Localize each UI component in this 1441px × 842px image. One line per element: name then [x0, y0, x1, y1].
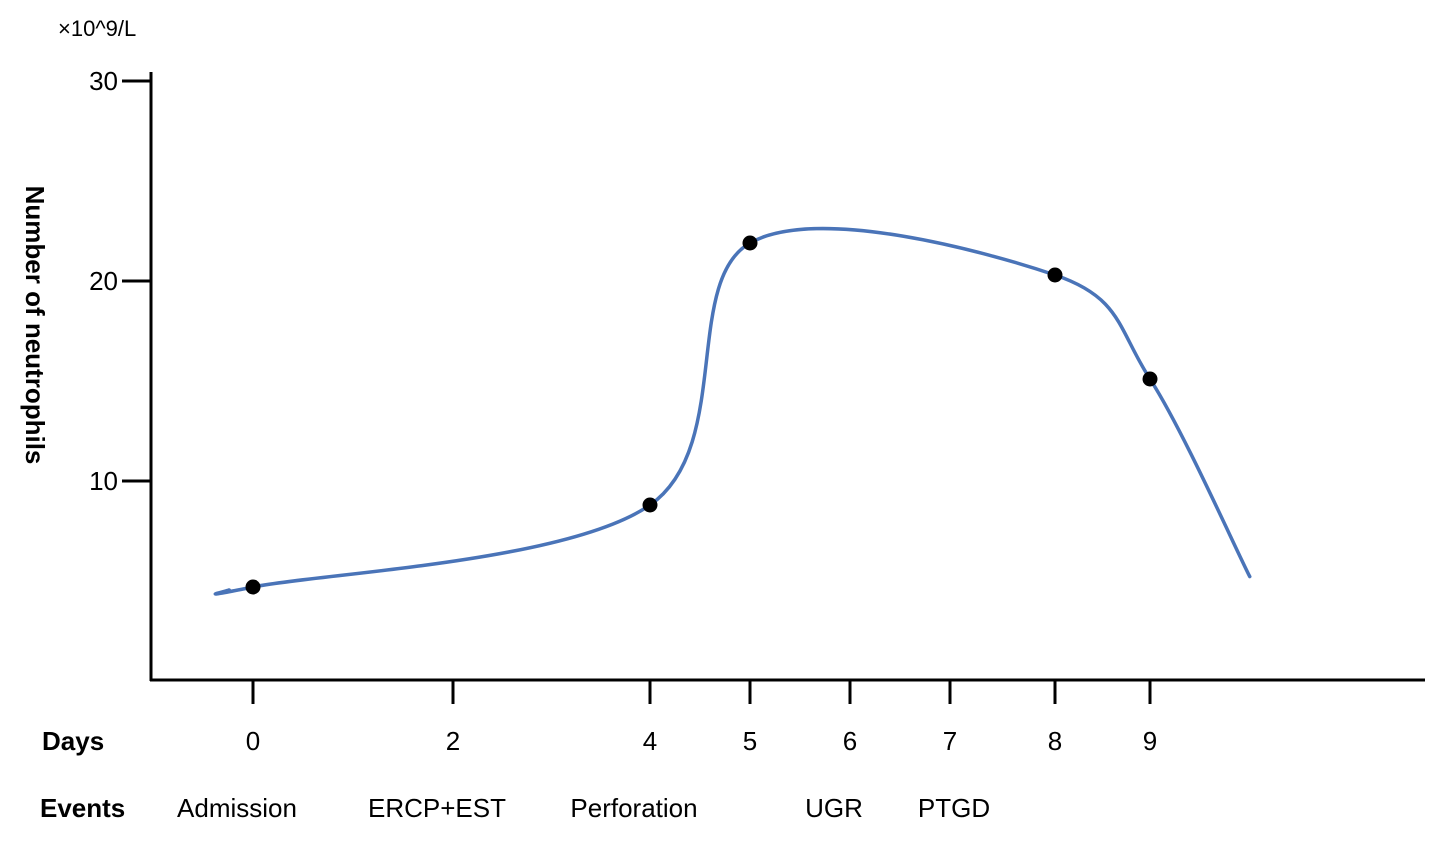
x-tick-label: 6 — [843, 726, 857, 756]
x-ticks: 0 2 4 5 6 7 8 9 — [246, 680, 1157, 756]
x-tick-label: 2 — [446, 726, 460, 756]
events-label: Events — [40, 793, 125, 823]
data-point — [742, 235, 758, 251]
event-label: UGR — [805, 793, 863, 823]
x-tick-label: 0 — [246, 726, 260, 756]
events-row: Admission ERCP+EST Perforation UGR PTGD — [177, 793, 990, 823]
y-tick-label: 10 — [89, 466, 118, 496]
data-markers — [245, 235, 1158, 595]
event-label: Perforation — [570, 793, 697, 823]
y-axis-title: Number of neutrophils — [20, 186, 50, 465]
y-tick-label: 30 — [89, 66, 118, 96]
data-point — [1142, 371, 1158, 387]
x-tick-label: 8 — [1048, 726, 1062, 756]
x-tick-label: 5 — [743, 726, 757, 756]
x-tick-label: 4 — [643, 726, 657, 756]
days-label: Days — [42, 726, 104, 756]
data-point — [1047, 267, 1063, 283]
y-ticks: 10 20 30 — [89, 66, 151, 496]
x-tick-label: 9 — [1143, 726, 1157, 756]
trend-line — [213, 226, 1252, 596]
y-unit-label: ×10^9/L — [58, 16, 136, 41]
data-point — [245, 579, 261, 595]
x-tick-label: 7 — [943, 726, 957, 756]
event-label: Admission — [177, 793, 297, 823]
event-label: PTGD — [918, 793, 990, 823]
data-point — [642, 497, 658, 513]
event-label: ERCP+EST — [368, 793, 506, 823]
y-tick-label: 20 — [89, 266, 118, 296]
